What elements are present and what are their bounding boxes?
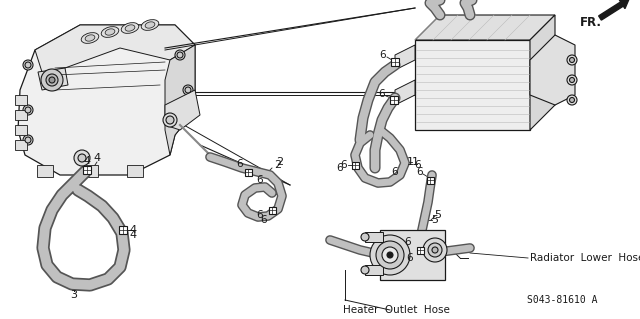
Bar	[83, 166, 91, 174]
Polygon shape	[35, 25, 195, 72]
Text: 4: 4	[83, 156, 91, 166]
Text: 6: 6	[337, 163, 343, 173]
Circle shape	[570, 98, 575, 102]
Polygon shape	[415, 15, 555, 40]
Bar	[417, 247, 424, 254]
Circle shape	[74, 150, 90, 166]
Text: 4: 4	[129, 225, 136, 235]
Circle shape	[25, 107, 31, 113]
Bar	[380, 230, 445, 280]
Polygon shape	[530, 15, 555, 130]
Circle shape	[23, 135, 33, 145]
Bar	[15, 110, 27, 120]
Circle shape	[177, 52, 183, 58]
Circle shape	[166, 116, 174, 124]
Bar	[426, 176, 433, 183]
Text: 3: 3	[70, 290, 77, 300]
Text: 5: 5	[431, 215, 438, 225]
Circle shape	[361, 233, 369, 241]
Circle shape	[183, 85, 193, 95]
Text: 6: 6	[380, 50, 387, 60]
Circle shape	[423, 238, 447, 262]
Text: 1: 1	[406, 157, 413, 167]
Polygon shape	[395, 80, 415, 105]
Text: Heater  Outlet  Hose: Heater Outlet Hose	[343, 305, 450, 315]
Text: 4: 4	[129, 230, 136, 240]
Circle shape	[185, 87, 191, 93]
Text: Radiator  Lower  Hose: Radiator Lower Hose	[530, 253, 640, 263]
Circle shape	[23, 105, 33, 115]
Polygon shape	[165, 45, 195, 155]
Bar	[391, 58, 399, 66]
Text: 6: 6	[392, 167, 398, 177]
Text: 5: 5	[435, 210, 442, 220]
Circle shape	[23, 60, 33, 70]
Circle shape	[41, 69, 63, 91]
Ellipse shape	[81, 33, 99, 43]
Ellipse shape	[141, 20, 159, 30]
Text: 6: 6	[404, 237, 412, 247]
Circle shape	[570, 57, 575, 63]
Circle shape	[370, 235, 410, 275]
Text: 4: 4	[93, 153, 100, 163]
Bar	[351, 161, 358, 168]
Text: 6: 6	[417, 167, 423, 177]
Polygon shape	[38, 68, 68, 90]
Circle shape	[163, 113, 177, 127]
Bar	[37, 165, 53, 177]
Text: 6: 6	[379, 89, 385, 99]
Circle shape	[46, 74, 58, 86]
Circle shape	[25, 62, 31, 68]
Polygon shape	[395, 45, 415, 70]
Polygon shape	[18, 25, 195, 175]
FancyArrow shape	[598, 0, 628, 20]
Text: S043-81610 A: S043-81610 A	[527, 295, 598, 305]
Ellipse shape	[121, 23, 139, 33]
Circle shape	[387, 252, 393, 258]
Text: 6: 6	[406, 253, 413, 263]
Text: 2: 2	[275, 160, 282, 170]
Polygon shape	[165, 90, 200, 130]
Text: 6: 6	[415, 160, 421, 170]
Bar	[365, 265, 383, 275]
Ellipse shape	[125, 25, 135, 31]
Circle shape	[570, 78, 575, 83]
Circle shape	[376, 241, 404, 269]
Text: 6: 6	[257, 210, 263, 220]
Text: 1: 1	[412, 157, 419, 167]
Text: FR.: FR.	[580, 16, 602, 28]
Ellipse shape	[145, 22, 155, 28]
Circle shape	[78, 154, 86, 162]
Circle shape	[175, 50, 185, 60]
Circle shape	[49, 77, 55, 83]
Polygon shape	[530, 35, 575, 105]
Bar	[390, 96, 398, 104]
Bar	[127, 165, 143, 177]
Circle shape	[361, 266, 369, 274]
Bar	[365, 232, 383, 242]
Circle shape	[567, 95, 577, 105]
Text: 6: 6	[257, 175, 263, 185]
Text: 6: 6	[260, 215, 268, 225]
Ellipse shape	[105, 29, 115, 35]
Text: 2: 2	[276, 157, 284, 167]
Circle shape	[382, 247, 398, 263]
Circle shape	[567, 55, 577, 65]
Bar	[82, 165, 98, 177]
Circle shape	[25, 137, 31, 143]
Bar	[15, 140, 27, 150]
Circle shape	[428, 243, 442, 257]
Bar	[269, 206, 275, 213]
Bar	[15, 95, 27, 105]
Circle shape	[432, 247, 438, 253]
Bar	[15, 125, 27, 135]
Bar	[119, 226, 127, 234]
Ellipse shape	[101, 27, 119, 37]
Ellipse shape	[85, 35, 95, 41]
Circle shape	[567, 75, 577, 85]
Bar	[244, 168, 252, 175]
Text: 6: 6	[340, 160, 348, 170]
Text: 6: 6	[237, 159, 243, 169]
Polygon shape	[415, 40, 530, 130]
